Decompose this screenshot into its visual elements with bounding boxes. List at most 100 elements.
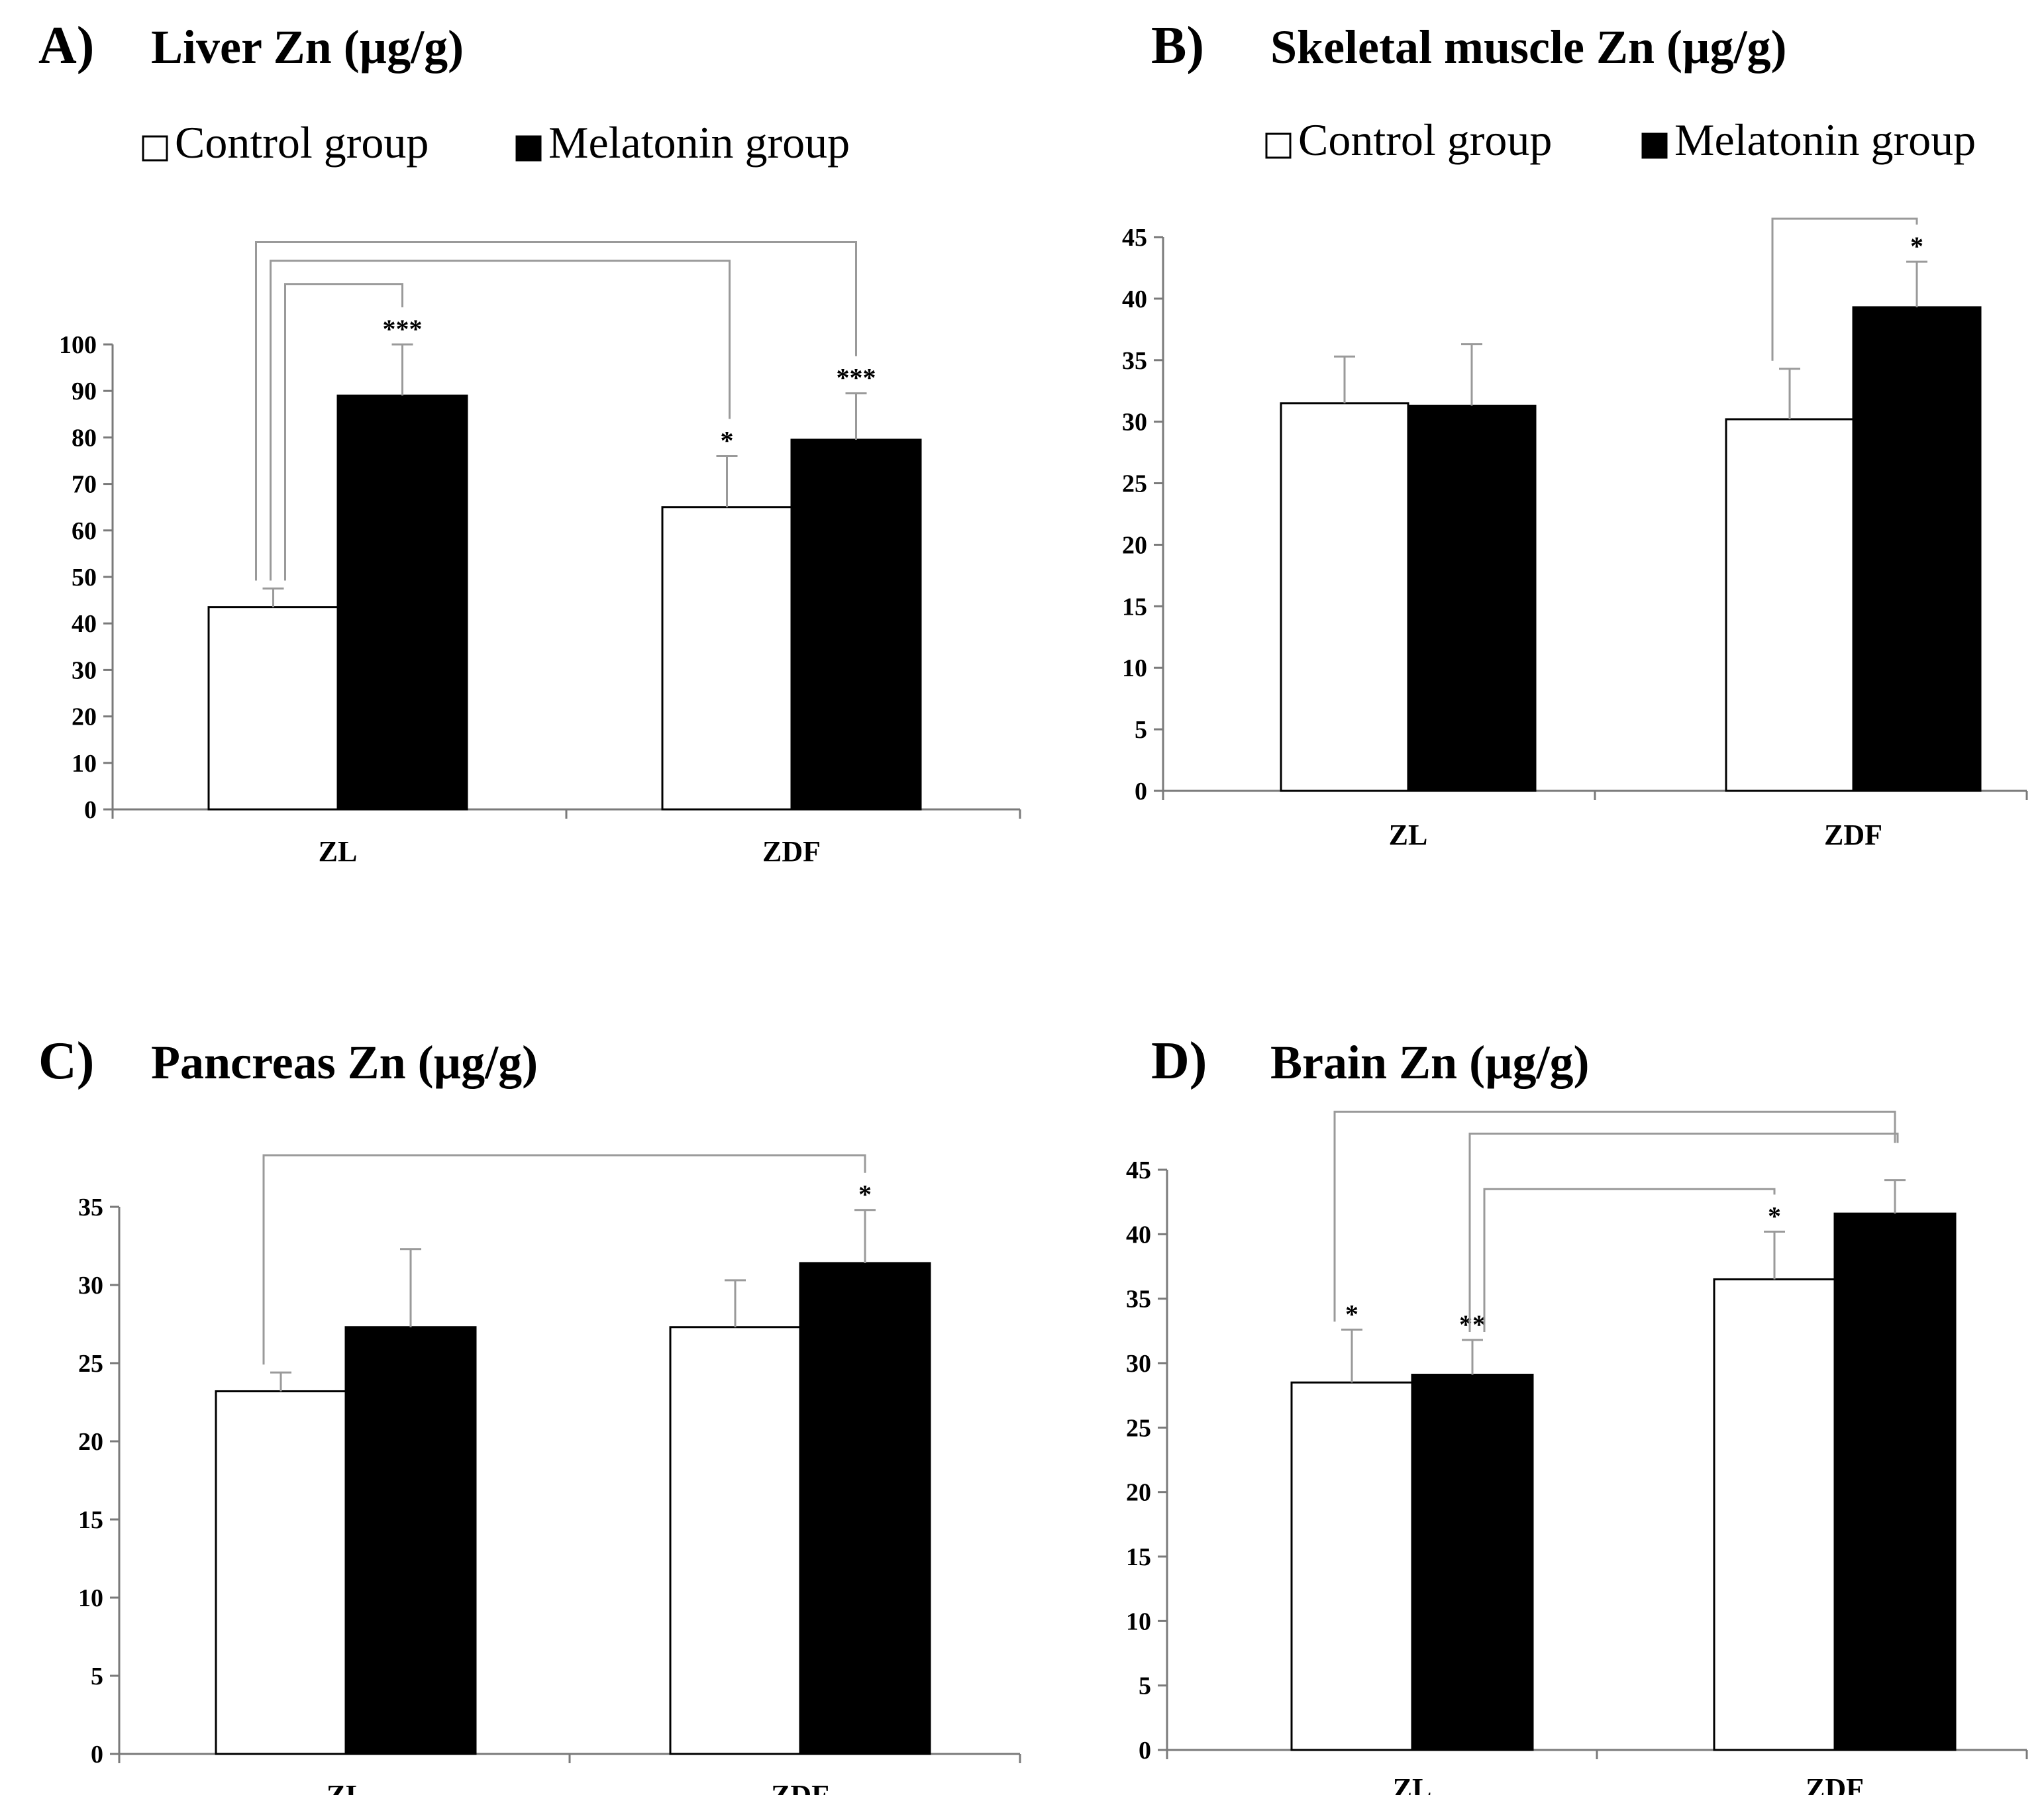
x-category-label: ZL xyxy=(319,835,358,868)
y-tick-label: 30 xyxy=(1122,409,1147,436)
y-tick-label: 35 xyxy=(1122,347,1147,375)
y-tick-label: 10 xyxy=(1122,654,1147,682)
chart-panel-b: B) Skeletal muscle Zn (µg/g) Control group… xyxy=(1122,17,2028,851)
y-tick-label: 80 xyxy=(72,424,97,452)
y-tick-label: 5 xyxy=(91,1663,103,1690)
y-tick-label: 40 xyxy=(1126,1221,1151,1249)
significance-label: * xyxy=(858,1180,872,1209)
y-tick-label: 70 xyxy=(72,471,97,499)
significance-bracket xyxy=(262,1154,866,1365)
bar-melatonin xyxy=(1833,1212,1957,1751)
y-tick-label: 5 xyxy=(1139,1672,1151,1700)
legend: Control group Melatonin group xyxy=(1265,115,1976,165)
y-tick-label: 15 xyxy=(78,1506,103,1534)
significance-bracket xyxy=(1483,1188,1776,1332)
legend-label-control: Control group xyxy=(175,117,429,168)
significance-label: * xyxy=(1345,1299,1358,1329)
bar-control xyxy=(661,506,793,811)
x-category-label: ZDF xyxy=(771,1779,829,1795)
y-tick-label: 35 xyxy=(78,1194,103,1221)
legend: Control group Melatonin group xyxy=(142,117,850,168)
y-tick-label: 30 xyxy=(78,1272,103,1300)
chart-panel-c: C) Pancreas Zn (µg/g) 0 5 10 15 20 25 30 35 * ZL ZDF xyxy=(38,1032,1021,1795)
y-tick-label: 0 xyxy=(91,1741,103,1769)
chart-title: Skeletal muscle Zn (µg/g) xyxy=(1270,21,1786,74)
y-tick-label: 60 xyxy=(72,517,97,545)
bar-control xyxy=(1713,1278,1836,1751)
panel-letter: C) xyxy=(38,1032,94,1090)
significance-label: *** xyxy=(383,314,423,344)
legend-swatch-control xyxy=(1265,132,1292,159)
panel-letter: A) xyxy=(38,17,94,75)
bar-melatonin xyxy=(1411,1374,1534,1751)
x-category-label: ZL xyxy=(1389,819,1428,851)
y-tick-label: 15 xyxy=(1122,593,1147,621)
bar-control xyxy=(215,1390,347,1755)
x-category-label: ZDF xyxy=(762,835,821,868)
chart-title: Liver Zn (µg/g) xyxy=(151,21,464,74)
y-tick-label: 0 xyxy=(1135,778,1147,805)
y-tick-label: 45 xyxy=(1122,224,1147,252)
y-tick-label: 10 xyxy=(72,750,97,778)
bar-control xyxy=(1725,418,1855,792)
y-tick-label: 15 xyxy=(1126,1543,1151,1571)
y-tick-label: 0 xyxy=(1139,1737,1151,1765)
significance-bracket xyxy=(1333,1110,1896,1322)
y-tick-label: 25 xyxy=(1122,470,1147,498)
bar-melatonin xyxy=(1407,405,1537,792)
legend-swatch-melatonin xyxy=(1641,132,1668,159)
y-tick-label: 25 xyxy=(1126,1414,1151,1442)
y-tick-label: 25 xyxy=(78,1350,103,1378)
legend-label-control: Control group xyxy=(1298,115,1552,165)
significance-label: ** xyxy=(1459,1309,1486,1339)
bar-melatonin xyxy=(790,438,922,811)
y-tick-label: 30 xyxy=(1126,1350,1151,1378)
y-tick-label: 30 xyxy=(72,656,97,684)
significance-bracket xyxy=(255,241,857,581)
legend-swatch-control xyxy=(142,135,168,162)
bar-control xyxy=(669,1326,801,1755)
significance-label: * xyxy=(721,425,734,455)
chart-title: Pancreas Zn (µg/g) xyxy=(151,1036,538,1089)
chart-panel-d: D) Brain Zn (µg/g)051015202530354045****Z… xyxy=(1126,1032,2028,1795)
significance-label: * xyxy=(1910,231,1923,261)
y-tick-label: 10 xyxy=(78,1584,103,1612)
y-tick-label: 5 xyxy=(1135,716,1147,744)
x-category-label: ZDF xyxy=(1806,1772,1864,1795)
y-tick-label: 50 xyxy=(72,564,97,591)
bar-control xyxy=(1290,1381,1413,1751)
x-category-label: ZL xyxy=(1393,1772,1432,1795)
y-tick-label: 35 xyxy=(1126,1286,1151,1313)
y-tick-label: 90 xyxy=(72,378,97,405)
legend-label-melatonin: Melatonin group xyxy=(1674,115,1976,165)
y-tick-label: 20 xyxy=(72,703,97,731)
bar-melatonin xyxy=(799,1262,931,1755)
chart-title: Brain Zn (µg/g) xyxy=(1270,1036,1590,1089)
y-tick-label: 20 xyxy=(1122,531,1147,559)
y-tick-label: 100 xyxy=(59,331,97,359)
legend-swatch-melatonin xyxy=(515,135,542,162)
y-tick-label: 20 xyxy=(1126,1479,1151,1507)
x-category-label: ZL xyxy=(327,1779,366,1795)
y-tick-label: 40 xyxy=(1122,285,1147,313)
significance-bracket xyxy=(1771,217,1918,361)
x-category-label: ZDF xyxy=(1824,819,1882,851)
bar-control xyxy=(1280,402,1409,792)
y-tick-label: 0 xyxy=(84,796,97,824)
bar-melatonin xyxy=(344,1326,477,1755)
bar-control xyxy=(207,606,339,811)
y-tick-label: 45 xyxy=(1126,1156,1151,1184)
y-tick-label: 10 xyxy=(1126,1608,1151,1635)
significance-label: * xyxy=(1768,1201,1781,1231)
chart-panel-a: A) Liver Zn (µg/g) Control group Melatonin … xyxy=(38,17,1021,868)
y-tick-label: 20 xyxy=(78,1428,103,1456)
legend-label-melatonin: Melatonin group xyxy=(548,117,850,168)
bar-melatonin xyxy=(1852,306,1982,792)
bar-melatonin xyxy=(336,394,468,811)
panel-letter: B) xyxy=(1151,17,1204,75)
y-tick-label: 40 xyxy=(72,610,97,638)
significance-bracket xyxy=(270,260,731,581)
significance-label: *** xyxy=(837,363,876,393)
significance-bracket xyxy=(284,283,403,581)
